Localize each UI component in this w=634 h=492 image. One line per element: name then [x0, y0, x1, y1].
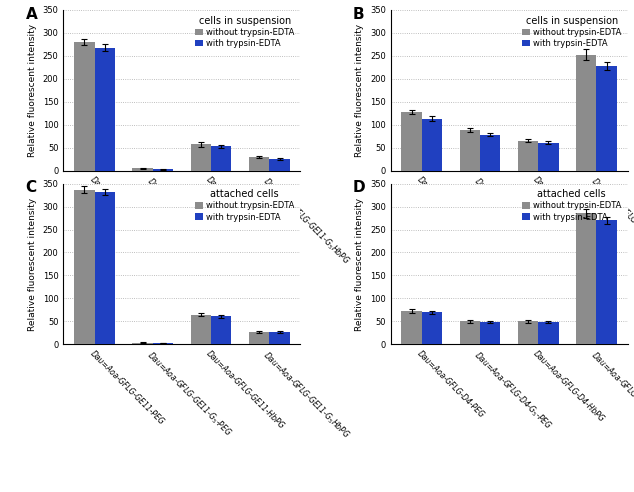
Bar — [133, 342, 153, 344]
Bar — [133, 168, 153, 171]
Bar — [74, 189, 94, 344]
Y-axis label: Relative fluorescent intensity: Relative fluorescent intensity — [28, 24, 37, 157]
Bar — [422, 312, 442, 344]
Bar — [191, 314, 211, 344]
Bar — [94, 192, 115, 344]
Bar — [211, 146, 231, 171]
Bar — [480, 322, 500, 344]
Bar — [249, 157, 269, 171]
Bar — [74, 42, 94, 171]
Bar — [269, 332, 290, 344]
Bar — [518, 321, 538, 344]
Bar — [249, 332, 269, 344]
Bar — [576, 55, 597, 171]
Text: D: D — [353, 181, 365, 195]
Legend: without trypsin-EDTA, with trypsin-EDTA: without trypsin-EDTA, with trypsin-EDTA — [193, 14, 296, 50]
Bar — [401, 112, 422, 171]
Bar — [597, 66, 617, 171]
Bar — [597, 220, 617, 344]
Bar — [153, 169, 173, 171]
Bar — [480, 135, 500, 171]
Text: C: C — [25, 181, 37, 195]
Bar — [401, 311, 422, 344]
Bar — [153, 343, 173, 344]
Legend: without trypsin-EDTA, with trypsin-EDTA: without trypsin-EDTA, with trypsin-EDTA — [520, 14, 623, 50]
Bar — [576, 214, 597, 344]
Y-axis label: Relative fluorescent intensity: Relative fluorescent intensity — [28, 197, 37, 331]
Bar — [211, 316, 231, 344]
Bar — [94, 48, 115, 171]
Y-axis label: Relative fluorescent intensity: Relative fluorescent intensity — [355, 24, 365, 157]
Text: B: B — [353, 6, 365, 22]
Bar — [191, 145, 211, 171]
Bar — [460, 130, 480, 171]
Bar — [460, 321, 480, 344]
Legend: without trypsin-EDTA, with trypsin-EDTA: without trypsin-EDTA, with trypsin-EDTA — [520, 188, 623, 223]
Bar — [269, 159, 290, 171]
Bar — [538, 322, 559, 344]
Bar — [518, 141, 538, 171]
Bar — [538, 143, 559, 171]
Text: A: A — [25, 6, 37, 22]
Bar — [422, 119, 442, 171]
Y-axis label: Relative fluorescent intensity: Relative fluorescent intensity — [355, 197, 365, 331]
Legend: without trypsin-EDTA, with trypsin-EDTA: without trypsin-EDTA, with trypsin-EDTA — [193, 188, 296, 223]
